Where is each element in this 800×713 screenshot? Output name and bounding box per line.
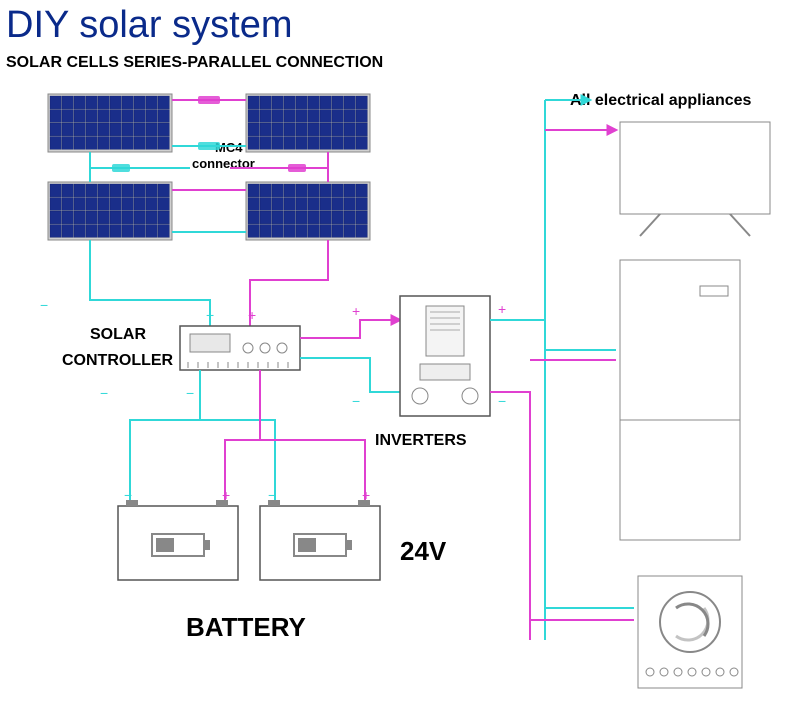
label-connector: connector [192,156,255,171]
svg-text:+: + [362,487,370,503]
label-inverters: INVERTERS [375,432,467,450]
svg-text:−: − [124,487,132,503]
label-battery: BATTERY [186,612,306,643]
solar-controller-device [180,326,300,370]
solar-panel-3 [48,182,172,240]
tv-appliance [620,122,770,236]
washer-appliance [638,576,742,688]
svg-text:−: − [40,297,48,313]
svg-text:+: + [352,303,360,319]
label-appliances: All electrical appliances [570,92,751,110]
svg-text:−: − [352,393,360,409]
svg-text:−: − [100,385,108,401]
label-solar: SOLAR [90,326,146,344]
solar-panel-2 [246,94,370,152]
label-mc4: MC4 [215,140,242,155]
label-controller: CONTROLLER [62,352,173,370]
fridge-appliance [620,260,740,540]
svg-text:+: + [222,487,230,503]
inverter-device [400,296,490,416]
svg-text:−: − [186,385,194,401]
page-title: DIY solar system [6,4,292,47]
page-subtitle: SOLAR CELLS SERIES-PARALLEL CONNECTION [6,54,383,72]
solar-panel-4 [246,182,370,240]
solar-panel-1 [48,94,172,152]
svg-text:−: − [268,487,276,503]
svg-text:−: − [498,393,506,409]
battery-1 [118,500,238,580]
svg-text:−: − [206,307,214,323]
battery-2 [260,500,380,580]
label-24v: 24V [400,536,446,567]
svg-text:+: + [248,307,256,323]
svg-text:+: + [498,301,506,317]
